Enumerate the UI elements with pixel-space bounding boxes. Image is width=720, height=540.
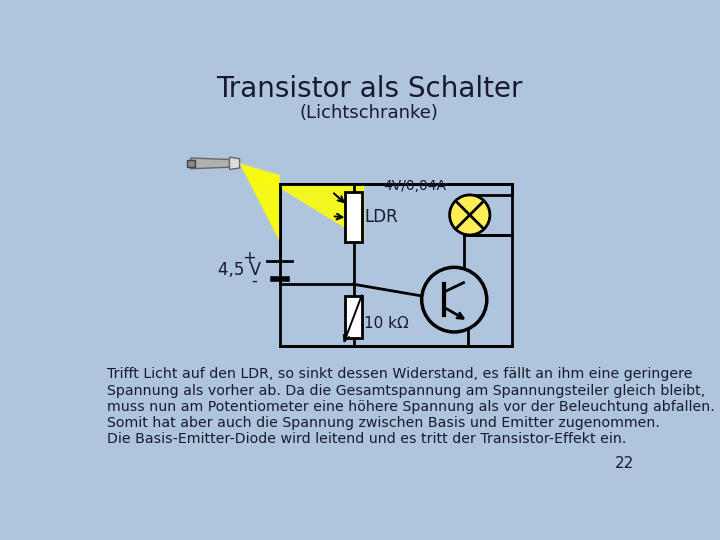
Text: 10 kΩ: 10 kΩ	[364, 316, 409, 330]
Polygon shape	[345, 296, 362, 338]
Text: LDR: LDR	[364, 208, 398, 226]
Polygon shape	[240, 164, 364, 240]
Polygon shape	[240, 164, 280, 242]
Text: Transistor als Schalter: Transistor als Schalter	[216, 76, 522, 104]
Text: 4V/0,04A: 4V/0,04A	[384, 179, 446, 193]
Text: +: +	[243, 249, 256, 267]
Text: Die Basis-Emitter-Diode wird leitend und es tritt der Transistor-Effekt ein.: Die Basis-Emitter-Diode wird leitend und…	[107, 432, 626, 446]
Text: 22: 22	[615, 456, 634, 471]
Text: -: -	[251, 272, 256, 289]
Text: (Lichtschranke): (Lichtschranke)	[300, 104, 438, 122]
Polygon shape	[230, 157, 240, 170]
Text: muss nun am Potentiometer eine höhere Spannung als vor der Beleuchtung abfallen.: muss nun am Potentiometer eine höhere Sp…	[107, 400, 715, 414]
Circle shape	[449, 195, 490, 235]
Text: Somit hat aber auch die Spannung zwischen Basis und Emitter zugenommen.: Somit hat aber auch die Spannung zwische…	[107, 416, 660, 430]
Text: Spannung als vorher ab. Da die Gesamtspannung am Spannungsteiler gleich bleibt,: Spannung als vorher ab. Da die Gesamtspa…	[107, 383, 706, 397]
Text: 4,5 V: 4,5 V	[218, 261, 261, 279]
Circle shape	[422, 267, 487, 332]
Polygon shape	[191, 158, 230, 168]
Polygon shape	[345, 192, 362, 242]
Polygon shape	[187, 159, 194, 167]
Text: Trifft Licht auf den LDR, so sinkt dessen Widerstand, es fällt an ihm eine gerin: Trifft Licht auf den LDR, so sinkt desse…	[107, 367, 693, 381]
